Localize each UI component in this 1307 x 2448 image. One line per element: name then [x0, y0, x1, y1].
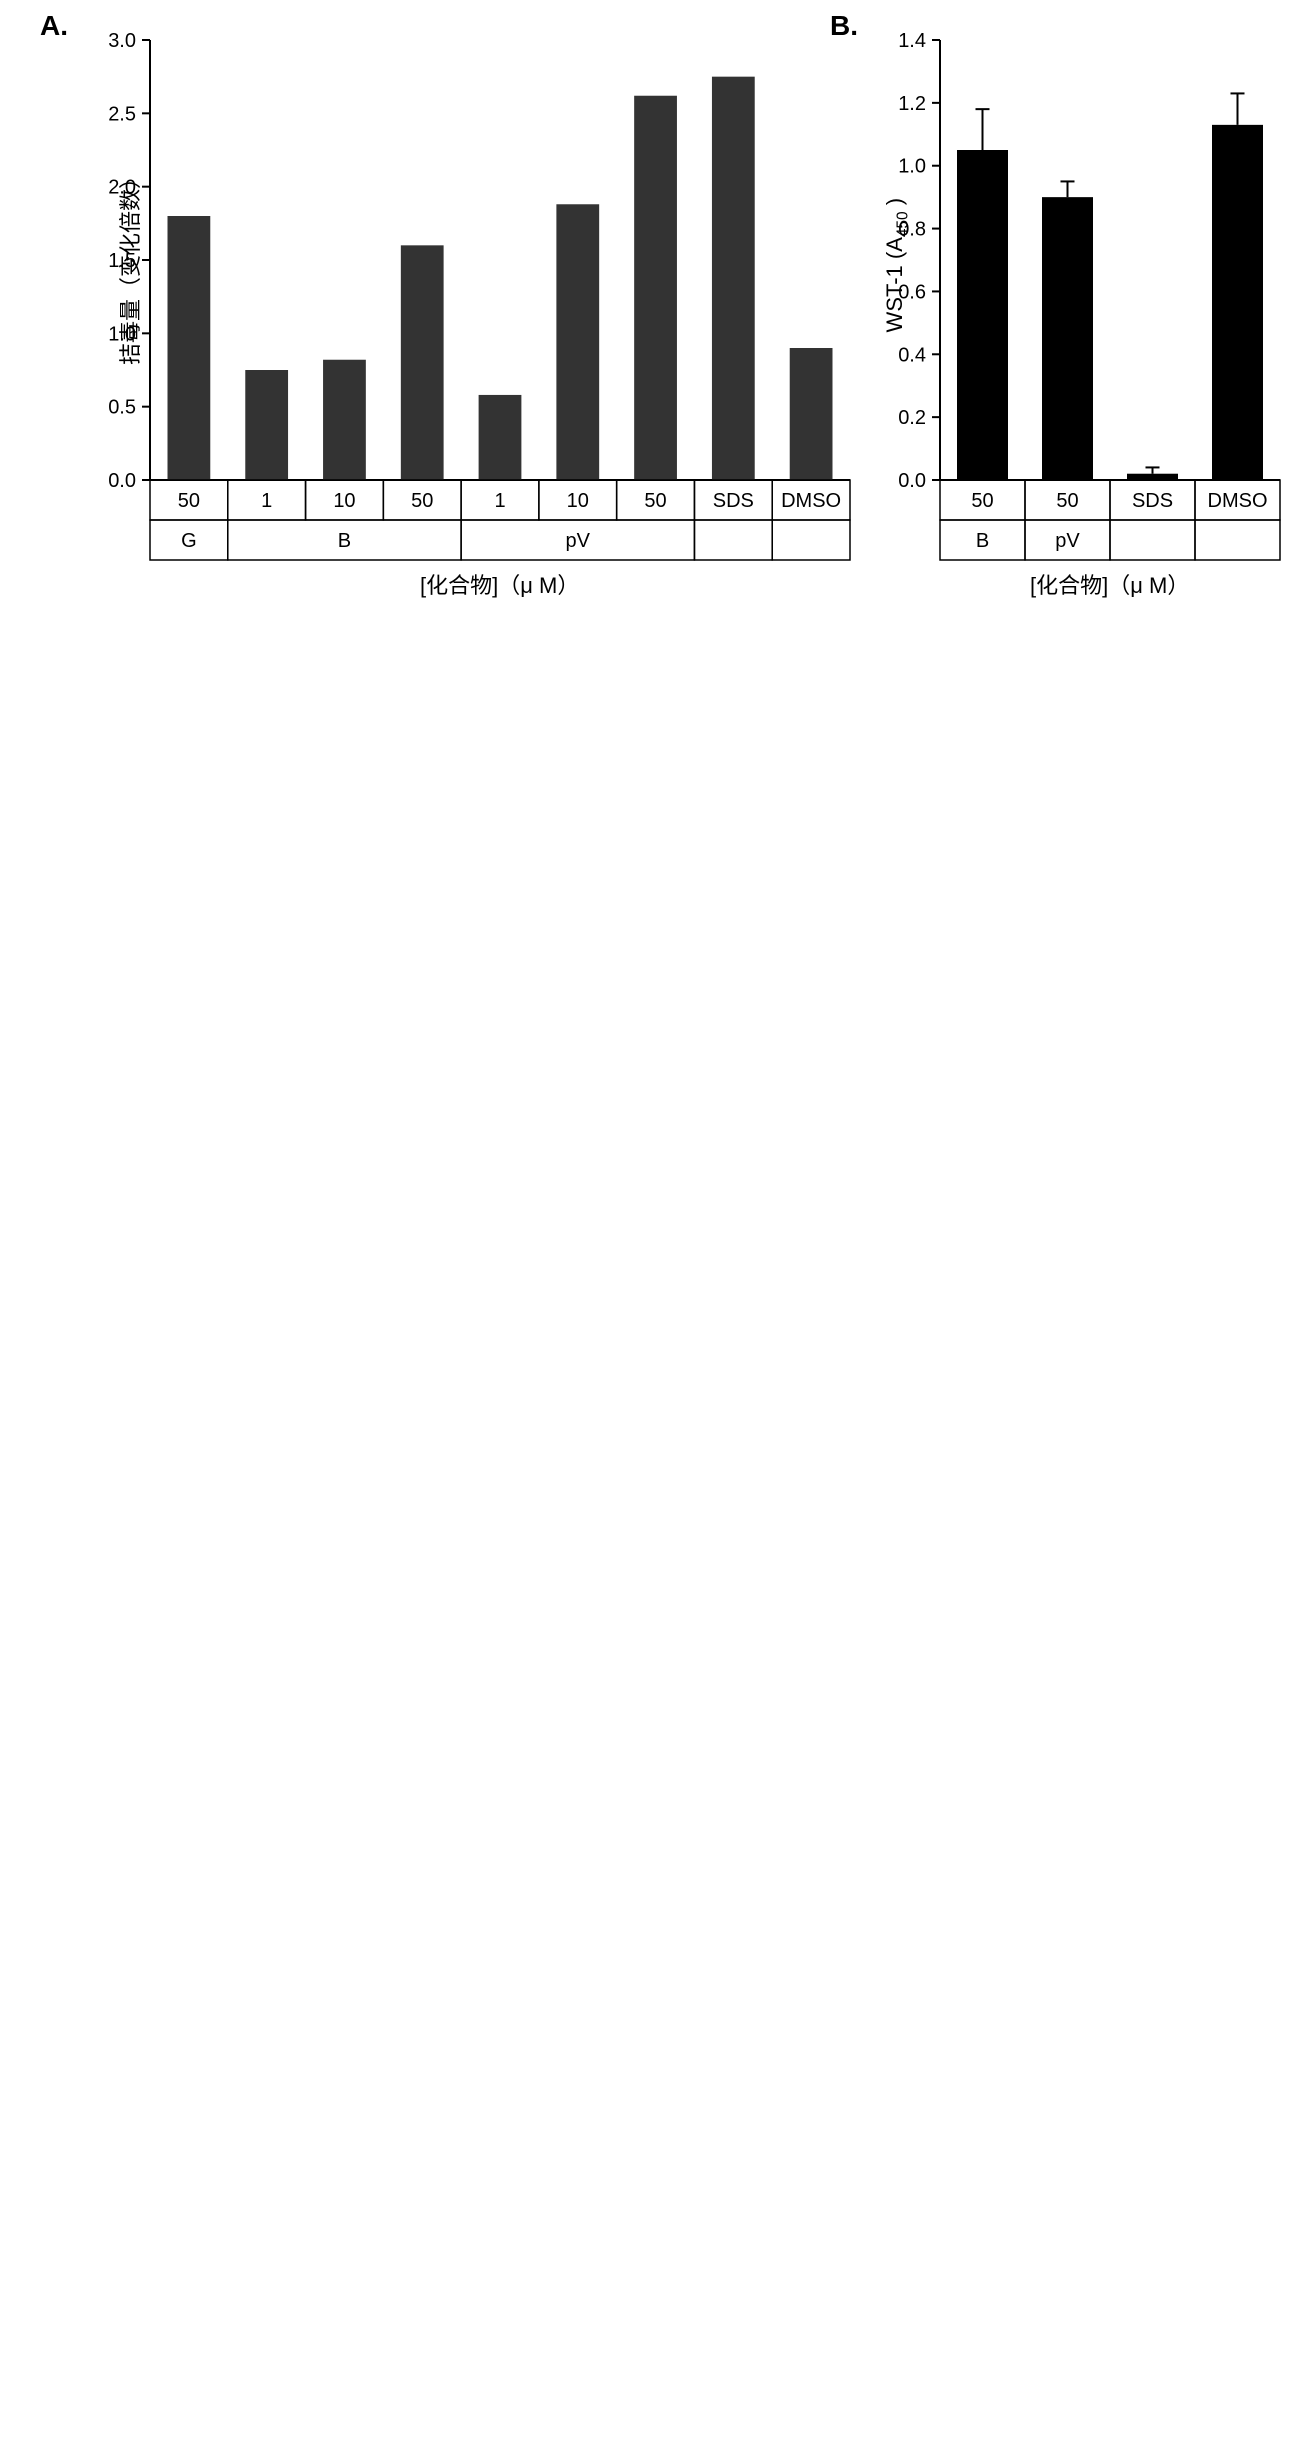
- x-category-label: 50: [644, 490, 666, 512]
- x-category-label: 10: [567, 490, 589, 512]
- bar: [401, 245, 444, 480]
- y-tick-label: 0.2: [898, 407, 926, 429]
- bar: [1042, 197, 1093, 480]
- bar: [957, 150, 1008, 480]
- panel-b: B. 0.00.20.40.60.81.01.21.45050SDSDMSOBp…: [870, 20, 1290, 590]
- bar: [790, 348, 833, 480]
- bar: [712, 77, 755, 480]
- y-tick-label: 0.0: [898, 470, 926, 492]
- panel-a-chart: 0.00.51.01.52.02.53.0501105011050SDSDMSO…: [80, 20, 860, 590]
- y-tick-label: 1.0: [898, 156, 926, 178]
- panel-b-ylabel: WST-1 (A450 ): [882, 198, 912, 332]
- y-tick-label: 2.5: [108, 103, 136, 125]
- x-category-label: DMSO: [1208, 490, 1268, 512]
- x-category-label: DMSO: [781, 490, 841, 512]
- panel-a: A. 0.00.51.01.52.02.53.0501105011050SDSD…: [80, 20, 860, 590]
- bar: [634, 96, 677, 480]
- bar: [556, 204, 599, 480]
- x-category-label: 50: [411, 490, 433, 512]
- bar: [245, 370, 288, 480]
- panel-a-ylabel: 拮毒量（变化倍数）: [113, 167, 145, 365]
- y-tick-label: 0.5: [108, 397, 136, 419]
- panel-b-xlabel: [化合物]（μ M）: [1030, 568, 1189, 600]
- bar: [479, 395, 522, 480]
- x-category-label: 1: [494, 490, 505, 512]
- x-category-label: 50: [1056, 490, 1078, 512]
- bar: [1127, 474, 1178, 480]
- x-group-label: G: [181, 530, 197, 552]
- panel-b-label: B.: [830, 10, 858, 42]
- x-category-label: 50: [971, 490, 993, 512]
- y-tick-label: 0.4: [898, 344, 926, 366]
- x-group-label: pV: [1055, 530, 1080, 552]
- panel-a-label: A.: [40, 10, 68, 42]
- y-tick-label: 0.0: [108, 470, 136, 492]
- y-tick-label: 3.0: [108, 30, 136, 52]
- bar: [168, 216, 211, 480]
- x-group-label: B: [338, 530, 351, 552]
- panel-b-chart: 0.00.20.40.60.81.01.21.45050SDSDMSOBpV: [870, 20, 1290, 590]
- x-category-label: SDS: [1132, 490, 1173, 512]
- panel-a-xlabel: [化合物]（μ M）: [420, 568, 579, 600]
- x-category-label: 50: [178, 490, 200, 512]
- x-category-label: SDS: [713, 490, 754, 512]
- bar: [1212, 125, 1263, 480]
- x-group-label: pV: [566, 530, 591, 552]
- x-group-label: B: [976, 530, 989, 552]
- y-tick-label: 1.2: [898, 93, 926, 115]
- x-category-label: 1: [261, 490, 272, 512]
- y-tick-label: 1.4: [898, 30, 926, 52]
- bar: [323, 360, 366, 480]
- x-category-label: 10: [333, 490, 355, 512]
